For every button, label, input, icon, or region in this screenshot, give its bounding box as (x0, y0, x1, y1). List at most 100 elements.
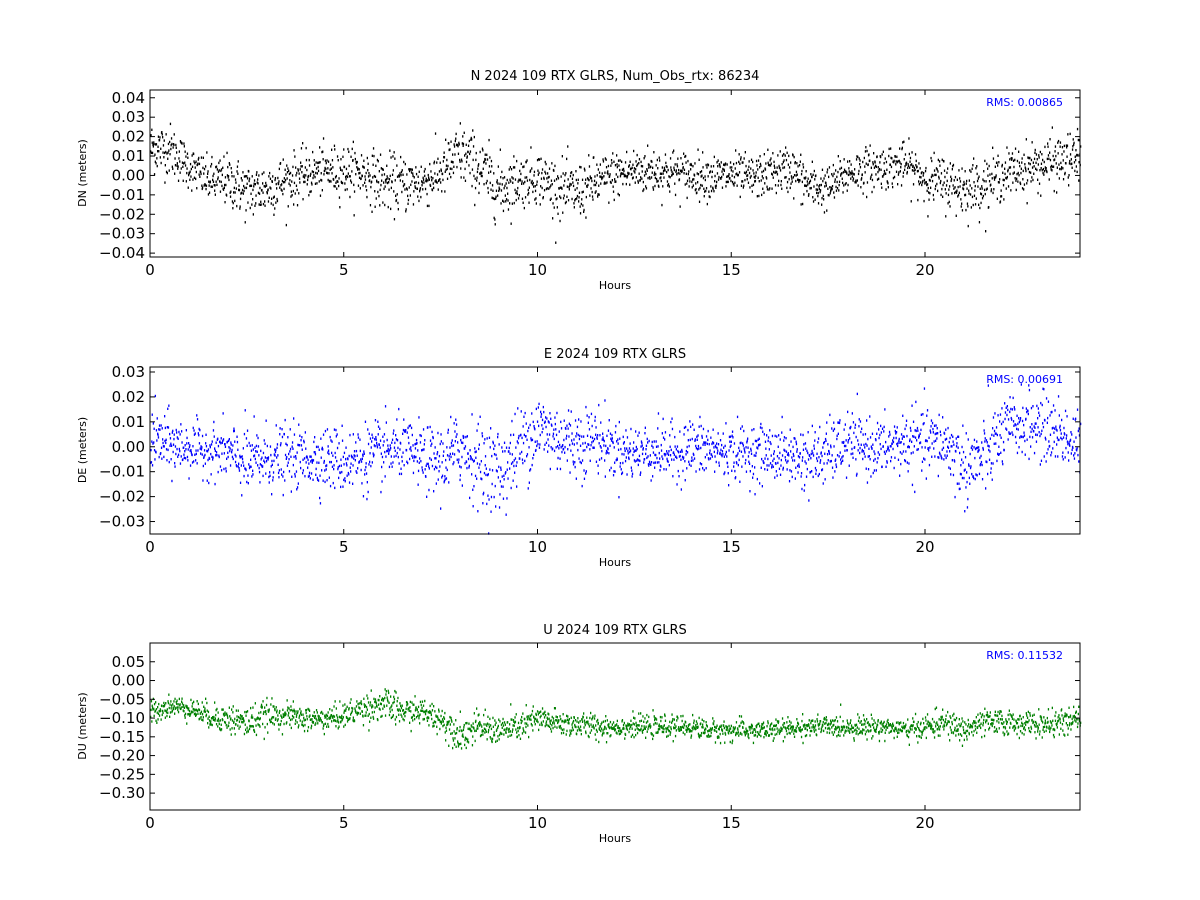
panel-e-data-point (677, 449, 679, 453)
panel-n-data-point (1009, 158, 1011, 161)
panel-e-data-point (792, 459, 794, 462)
panel-n-y-tick-label: 0.02 (112, 128, 145, 146)
panel-e-data-point (765, 447, 767, 450)
panel-e-data-point (945, 428, 947, 431)
panel-u-data-point (157, 718, 159, 721)
panel-e-data-point (775, 462, 777, 465)
panel-n-data-point (745, 170, 748, 174)
panel-n-data-point (168, 149, 170, 152)
panel-n-data-point (539, 203, 541, 206)
panel-e-data-point (255, 450, 257, 453)
panel-n-data-point (1061, 153, 1063, 156)
panel-n-data-point (418, 170, 420, 173)
panel-e-data-point (1076, 447, 1078, 450)
panel-n-data-point (257, 182, 259, 185)
panel-n-data-point (556, 197, 558, 200)
panel-e-data-point (825, 439, 827, 442)
panel-e-data-point (291, 441, 294, 444)
panel-e-data-point (174, 462, 176, 465)
panel-n-data-point (873, 152, 875, 155)
panel-n-data-point (544, 160, 546, 164)
panel-n-data-point (986, 162, 988, 166)
panel-n-data-point (435, 179, 437, 182)
panel-n-data-point (309, 174, 311, 177)
panel-e-data-point (544, 443, 546, 446)
panel-n-data-point (754, 179, 757, 183)
panel-e-data-point (859, 451, 861, 455)
panel-e-data-point (234, 460, 237, 464)
panel-e-data-point (738, 449, 741, 452)
panel-n-data-point (679, 205, 681, 208)
panel-e-data-point (1034, 422, 1036, 425)
panel-n-data-point (482, 167, 484, 170)
panel-e-data-point (307, 458, 309, 462)
panel-n-data-point (460, 167, 462, 170)
panel-e-data-point (364, 468, 366, 472)
panel-n-data-point (710, 165, 712, 168)
panel-e-data-point (460, 438, 462, 442)
panel-n-data-point (220, 168, 223, 171)
panel-e-data-point (471, 458, 474, 461)
panel-e-data-point (374, 438, 376, 441)
panel-n-data-point (982, 178, 984, 181)
panel-e-data-point (594, 419, 596, 422)
panel-n-data-point (846, 189, 848, 192)
panel-e-data-point (209, 444, 211, 447)
panel-e-data-point (742, 455, 744, 458)
panel-n-data-point (283, 187, 285, 191)
panel-n-data-point (531, 183, 534, 186)
panel-e-data-point (327, 445, 329, 448)
panel-n-data-point (723, 169, 725, 172)
panel-n-data-point (252, 198, 254, 201)
panel-n-data-point (865, 162, 867, 165)
panel-e-data-point (915, 429, 917, 433)
panel-e-data-point (372, 436, 374, 439)
panel-n-data-point (539, 193, 541, 196)
panel-e-data-point (778, 467, 781, 470)
panel-n-data-point (998, 161, 1000, 164)
panel-n-data-point (576, 197, 578, 200)
panel-n-data-point (563, 184, 565, 187)
panel-e-plot-area (150, 383, 1082, 535)
panel-n-data-point (533, 170, 536, 174)
panel-e-data-point (296, 488, 298, 491)
panel-n-data-point (438, 179, 440, 182)
panel-n-data-point (535, 197, 537, 200)
panel-n-data-point (1013, 171, 1015, 174)
panel-n-data-point (359, 187, 361, 190)
panel-e-data-point (393, 429, 395, 432)
panel-n-data-point (932, 174, 934, 177)
panel-e-data-point (949, 450, 951, 453)
panel-n-data-point (906, 170, 908, 174)
panel-n-data-point (994, 165, 996, 168)
panel-e-data-point (945, 456, 947, 460)
panel-e-data-point (862, 433, 864, 436)
panel-n-data-point (780, 183, 782, 187)
panel-n-data-point (839, 167, 841, 171)
panel-n-data-point (430, 176, 432, 179)
panel-e-data-point (969, 452, 971, 456)
panel-n-data-point (842, 181, 844, 185)
panel-n-data-point (921, 181, 924, 184)
panel-e-data-point (830, 446, 832, 449)
panel-n-data-point (710, 185, 712, 188)
panel-e-data-point (1019, 436, 1021, 439)
panel-e-data-point (188, 442, 190, 445)
panel-e-data-point (321, 469, 323, 472)
panel-n-data-point (786, 180, 789, 184)
panel-e-data-point (938, 456, 940, 459)
panel-n-data-point (451, 167, 453, 171)
panel-n-data-point (558, 187, 560, 190)
panel-e-data-point (466, 466, 468, 470)
panel-e-data-point (225, 467, 227, 470)
panel-e-data-point (204, 462, 206, 465)
panel-n-data-point (838, 189, 840, 192)
panel-n-data-point (313, 159, 315, 162)
panel-e-data-point (201, 453, 203, 456)
panel-u-data-point (162, 705, 165, 708)
panel-e-data-point (964, 468, 966, 471)
panel-e-data-point (614, 470, 616, 473)
panel-n-data-point (522, 182, 525, 185)
panel-n-data-point (934, 187, 936, 191)
panel-e-data-point (477, 422, 479, 426)
